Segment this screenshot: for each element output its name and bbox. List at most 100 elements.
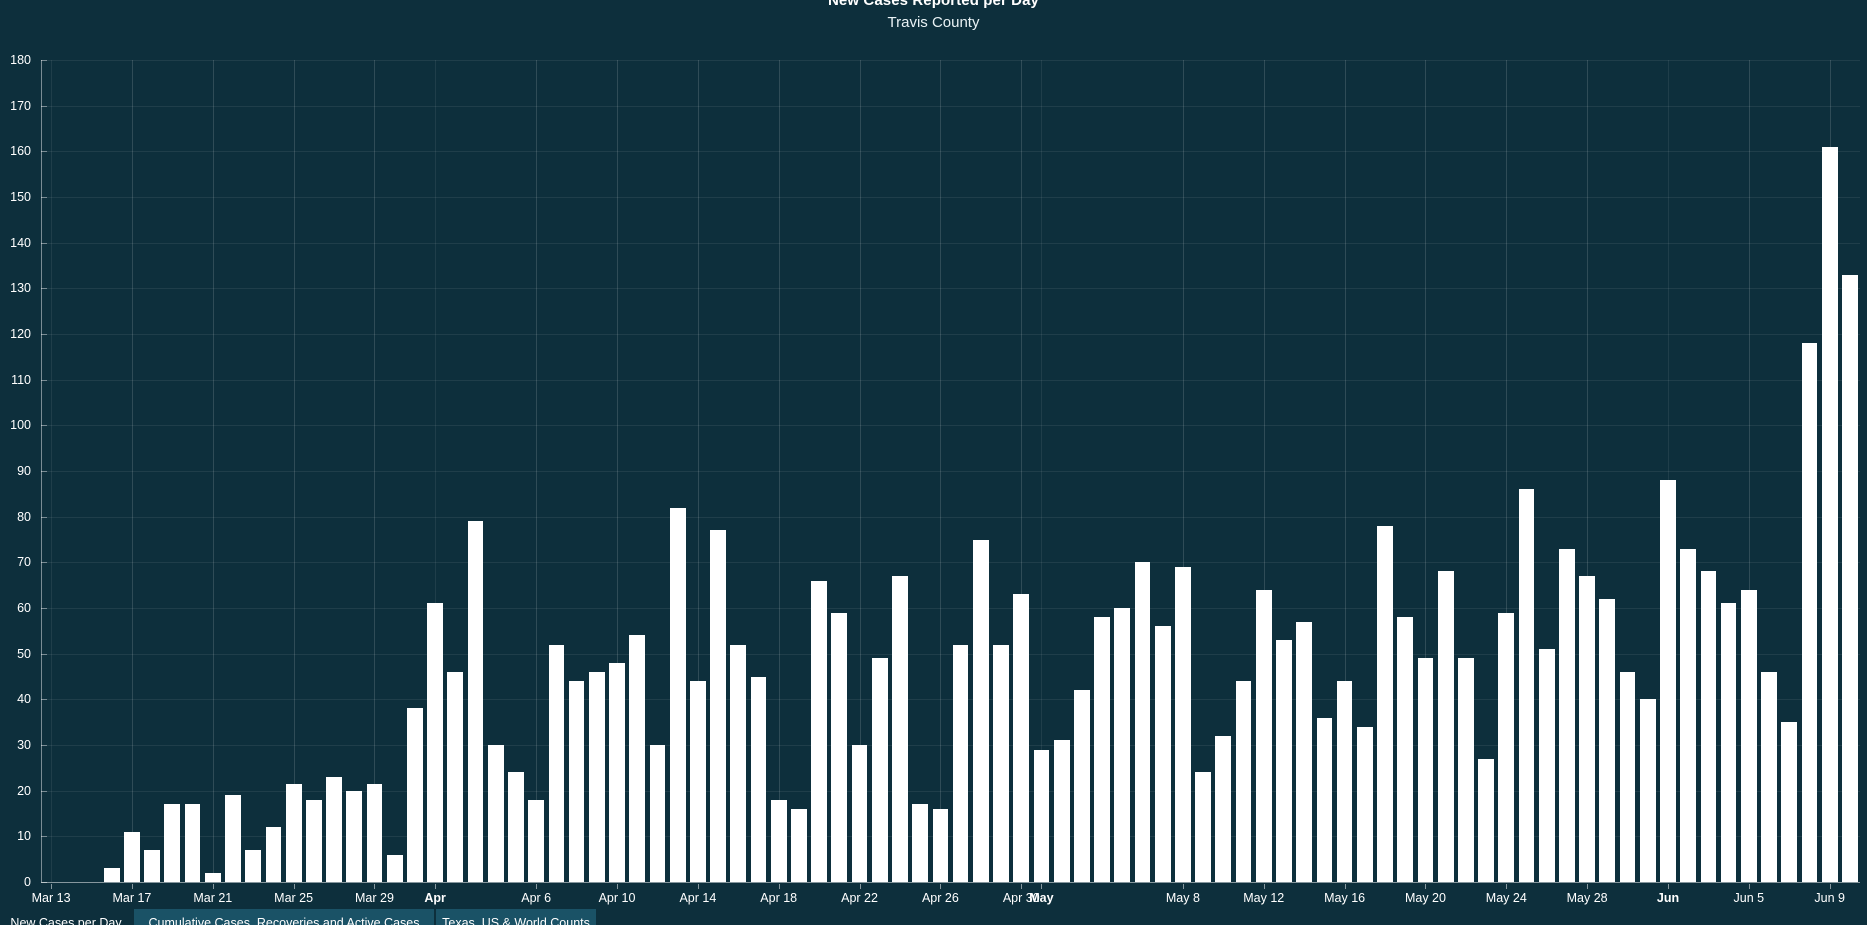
bar[interactable] [1175,566,1191,882]
bar[interactable] [770,799,787,882]
vertical-gridline [1021,60,1023,882]
bar[interactable] [346,790,363,882]
bar[interactable] [427,603,443,882]
bar[interactable] [1073,690,1090,882]
bar[interactable] [103,868,120,882]
bar[interactable] [669,507,686,882]
bar[interactable] [1761,671,1777,882]
vertical-gridline [1506,60,1508,882]
bar[interactable] [1033,749,1050,882]
bar[interactable] [1114,608,1131,882]
bar[interactable] [791,808,807,882]
bar[interactable] [1296,621,1313,882]
bar[interactable] [1801,343,1818,882]
bar[interactable] [528,799,545,882]
bar[interactable] [124,831,140,882]
bar[interactable] [386,854,403,882]
bar[interactable] [1255,589,1272,882]
bar[interactable] [710,530,726,882]
bar[interactable] [407,708,423,882]
bar[interactable] [1538,649,1555,882]
bar[interactable] [1437,571,1454,882]
y-axis-tick-mark [41,653,47,655]
bar[interactable] [265,827,282,882]
bar[interactable] [629,635,646,882]
bar[interactable] [1336,681,1353,882]
bar[interactable] [811,580,827,882]
bar[interactable] [164,804,181,882]
bar[interactable] [285,783,302,882]
bar[interactable] [1235,681,1252,882]
bar[interactable] [184,804,201,882]
bar[interactable] [993,644,1009,882]
bar[interactable] [750,676,767,882]
bar[interactable] [1053,740,1070,882]
bar[interactable] [1559,548,1575,882]
bar[interactable] [588,671,605,882]
bar[interactable] [1700,571,1717,882]
y-axis-tick-label: 110 [11,372,31,387]
bar[interactable] [1356,726,1373,882]
tab-1[interactable]: New Cases per Day [10,916,122,925]
bar[interactable] [1154,626,1171,882]
bar[interactable] [1134,562,1151,882]
bar[interactable] [689,681,706,882]
bar[interactable] [1316,717,1333,882]
bar[interactable] [952,644,969,882]
bar[interactable] [609,662,625,882]
bar[interactable] [1680,548,1697,882]
bar[interactable] [1842,274,1858,882]
bar[interactable] [204,872,221,882]
bar[interactable] [1720,603,1737,882]
bar[interactable] [892,576,908,882]
vertical-gridline [940,60,942,882]
bar[interactable] [1094,617,1110,882]
bar[interactable] [305,799,322,882]
bar[interactable] [548,644,565,882]
bar[interactable] [326,776,342,882]
bar[interactable] [447,671,464,882]
dashboard-tabbar[interactable]: New Cases per Day Cumulative Cases, Recov… [0,908,1867,925]
bar[interactable] [1215,735,1232,882]
bar[interactable] [932,808,949,882]
bar[interactable] [1498,612,1515,882]
bar[interactable] [1639,699,1656,882]
bar[interactable] [730,644,747,882]
bar[interactable] [972,539,989,882]
bar[interactable] [487,745,504,882]
x-axis-tick-label: May 24 [1485,891,1527,905]
bar[interactable] [366,783,383,882]
bar[interactable] [1619,671,1636,882]
bar[interactable] [1397,617,1414,882]
bar[interactable] [1478,758,1494,882]
bar[interactable] [467,521,484,882]
tab-3[interactable]: Texas, US & World Counts [436,909,596,925]
bar[interactable] [1781,722,1798,882]
vertical-gridline [1425,60,1427,882]
bar[interactable] [1599,598,1616,882]
bar[interactable] [568,681,585,882]
bar[interactable] [1660,480,1676,882]
bar[interactable] [1821,146,1838,882]
bar[interactable] [245,850,262,882]
tab-2[interactable]: Cumulative Cases, Recoveries and Active … [134,909,434,925]
bar[interactable] [144,850,161,882]
bar[interactable] [1276,639,1292,882]
bar[interactable] [1740,589,1757,882]
bar[interactable] [831,612,848,882]
x-axis-line [41,882,1860,883]
bar[interactable] [1377,525,1393,882]
bar[interactable] [1518,489,1535,882]
bar[interactable] [649,745,666,882]
bar[interactable] [1417,658,1434,882]
bar[interactable] [1579,576,1596,882]
vertical-gridline [1263,60,1265,882]
bar[interactable] [1195,772,1211,882]
bar[interactable] [912,804,929,882]
bar[interactable] [1013,594,1030,882]
bar[interactable] [871,658,888,882]
bar[interactable] [225,795,241,882]
bar[interactable] [1458,658,1474,882]
bar[interactable] [508,772,524,882]
bar[interactable] [851,745,868,882]
